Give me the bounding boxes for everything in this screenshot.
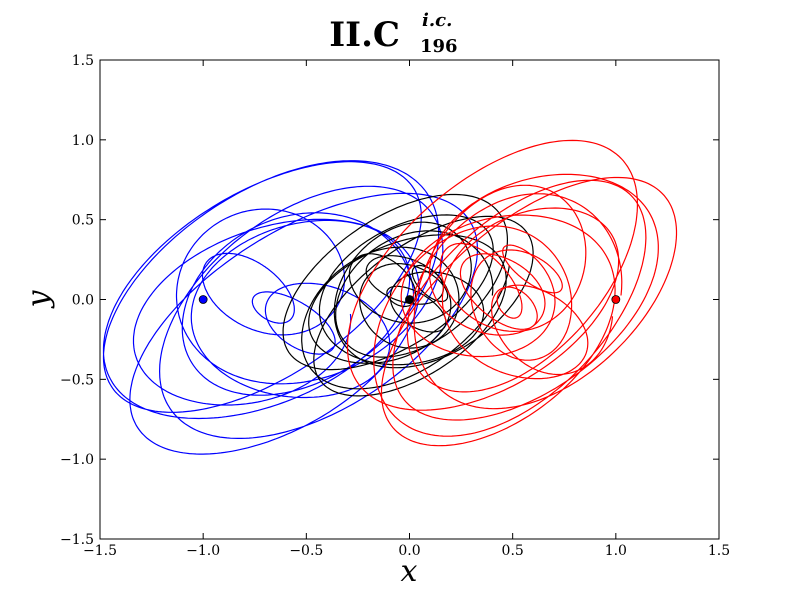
axis-ticks: −1.5 −1.0 −0.5 0.0 0.5 1.0 1.5 −1.5 −1.0 −0.5 0.0 0… [60,53,730,559]
y-axis-label: y [21,289,56,309]
x-tick-label: 1.5 [708,543,730,559]
x-tick-label: 1.0 [605,543,627,559]
x-tick-label: −1.5 [83,543,117,559]
orbit-series-2 [346,139,678,447]
initial-point-marker-1 [405,295,414,304]
x-axis-label: x [401,554,418,589]
orbit-curves [102,139,678,455]
y-tick-label: −0.5 [60,372,94,388]
y-tick-label: 0.0 [72,293,94,309]
chart-title-main: II.C [329,15,400,55]
y-tick-label: 0.5 [72,213,94,229]
y-tick-label: 1.5 [72,53,94,69]
y-tick-label: 1.0 [72,133,94,149]
x-tick-label: −1.0 [186,543,220,559]
chart-title: II.C [329,15,400,55]
y-tick-label: −1.5 [60,532,94,548]
x-tick-label: 0.0 [398,543,420,559]
chart-title-superscript: i.c. [422,10,452,31]
x-tick-label: −0.5 [289,543,323,559]
initial-point-marker-2 [611,295,621,304]
chart-title-subscript: 196 [420,36,458,57]
x-tick-label: 0.5 [502,543,524,559]
y-tick-label: −1.0 [60,452,94,468]
initial-point-marker-0 [198,295,208,304]
